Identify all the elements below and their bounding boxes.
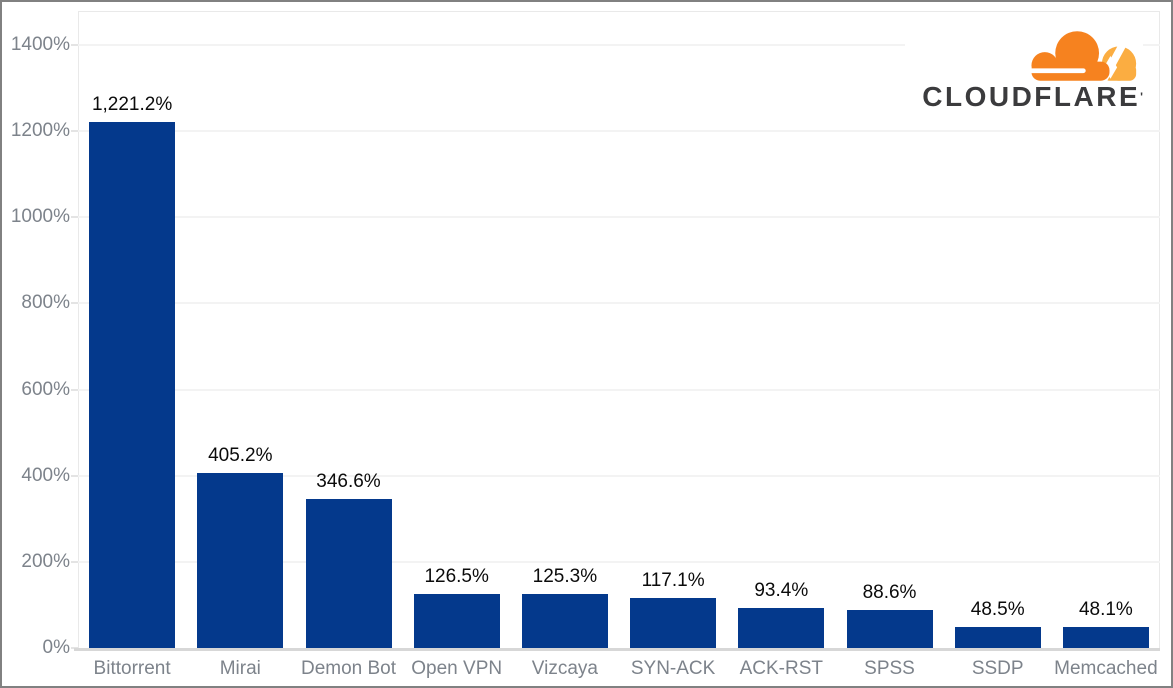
- bar-value-label: 126.5%: [424, 565, 489, 587]
- y-axis-tick: [71, 44, 78, 46]
- x-tick-label: SPSS: [864, 658, 915, 679]
- bar-value-label: 117.1%: [641, 569, 705, 591]
- bar: [305, 498, 392, 648]
- y-tick-label: 800%: [21, 292, 70, 314]
- trademark-tick: ': [1140, 90, 1143, 104]
- gridline: [78, 44, 1160, 46]
- gridline: [78, 302, 1160, 305]
- y-tick-label: 600%: [21, 378, 70, 400]
- bar: [846, 609, 933, 648]
- y-tick-label: 1000%: [10, 206, 70, 228]
- x-tick-label: Vizcaya: [531, 658, 598, 679]
- gridline: [78, 216, 1160, 219]
- x-tick-label: Mirai: [219, 658, 261, 679]
- x-axis-line: [74, 648, 1160, 651]
- cloudflare-logo: CLOUDFLARE': [905, 26, 1143, 120]
- x-tick-label: Bittorrent: [93, 658, 171, 679]
- bar-value-label: 346.6%: [316, 470, 381, 492]
- bar-value-label: 405.2%: [208, 445, 273, 467]
- bar: [197, 473, 284, 648]
- gridline: [78, 474, 1160, 477]
- y-axis-tick: [71, 130, 78, 133]
- cloudflare-wordmark-text: CLOUDFLARE: [922, 81, 1141, 112]
- y-axis-tick: [71, 474, 78, 477]
- y-tick-label: 1400%: [10, 34, 70, 55]
- x-tick-label: Demon Bot: [300, 658, 397, 679]
- bar: [630, 597, 717, 648]
- bar: [521, 594, 608, 648]
- y-tick-label: 1200%: [10, 120, 70, 142]
- bar-value-label: 48.5%: [970, 599, 1025, 621]
- y-tick-label: 400%: [21, 464, 70, 486]
- cloudflare-wordmark: CLOUDFLARE': [922, 83, 1143, 111]
- x-tick-label: Open VPN: [411, 658, 503, 679]
- x-tick-label: Memcached: [1054, 658, 1158, 679]
- bar-value-label: 48.1%: [1078, 599, 1133, 621]
- x-tick-label: SSDP: [971, 658, 1024, 679]
- cloudflare-cloud-icon: [1021, 31, 1137, 84]
- bar: [1062, 627, 1149, 648]
- bar: [738, 607, 825, 648]
- bar-value-label: 1,221.2%: [91, 94, 173, 115]
- bar: [413, 593, 500, 648]
- bar-value-label: 88.6%: [862, 581, 917, 603]
- gridline: [78, 388, 1160, 391]
- y-axis-tick: [71, 216, 78, 219]
- y-axis-tick: [71, 302, 78, 305]
- x-tick-label: ACK-RST: [739, 658, 823, 679]
- y-axis-tick: [71, 560, 78, 563]
- bar: [954, 627, 1041, 648]
- gridline: [78, 130, 1160, 133]
- bar-value-label: 125.3%: [532, 566, 598, 588]
- gridline: [78, 560, 1160, 563]
- bar-value-label: 93.4%: [754, 579, 809, 601]
- x-tick-label: SYN-ACK: [630, 658, 716, 679]
- bar: [89, 122, 176, 648]
- y-axis-tick: [71, 388, 78, 391]
- y-tick-label: 0%: [42, 637, 70, 658]
- y-tick-label: 200%: [21, 550, 70, 572]
